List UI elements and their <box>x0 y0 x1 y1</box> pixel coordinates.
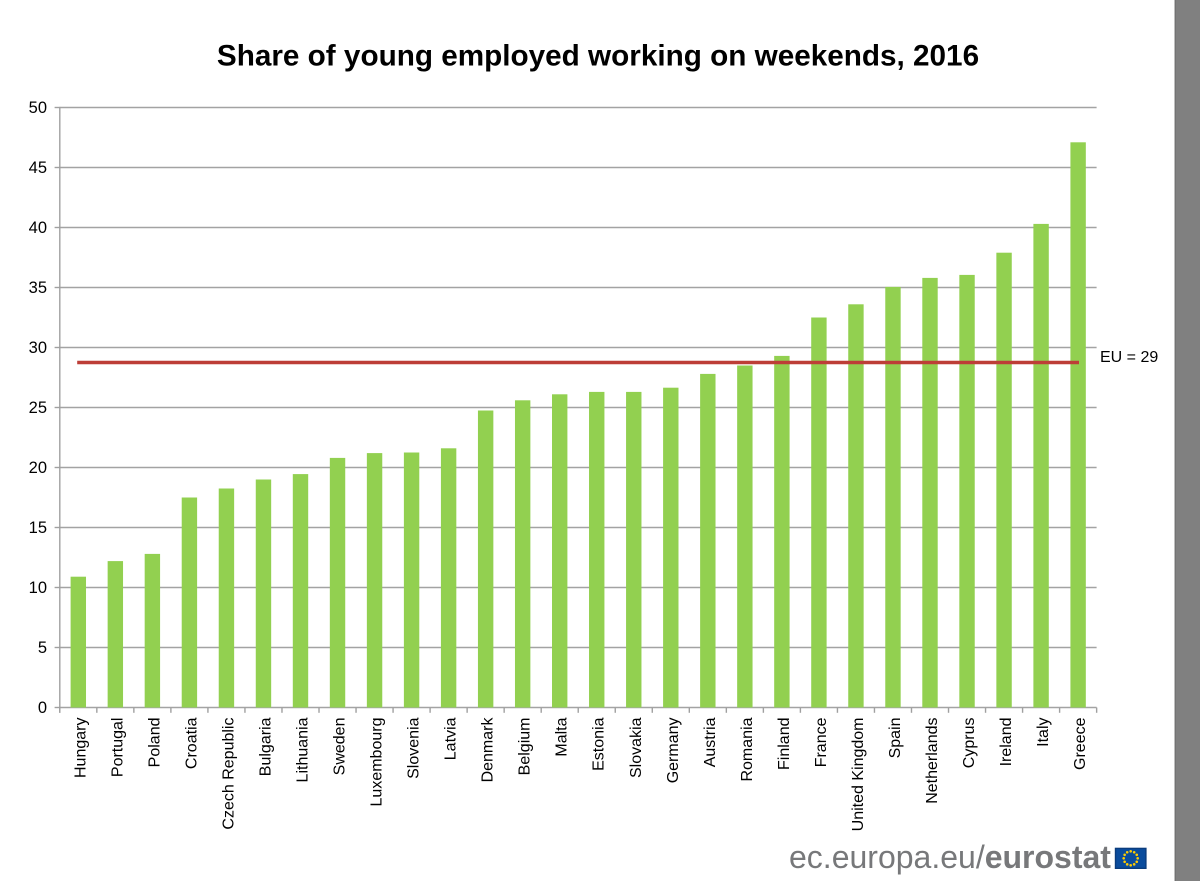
svg-text:Spain: Spain <box>887 718 904 759</box>
svg-text:Luxembourg: Luxembourg <box>369 718 386 807</box>
svg-text:Sweden: Sweden <box>332 718 349 776</box>
svg-text:Finland: Finland <box>776 718 793 770</box>
svg-text:United Kingdom: United Kingdom <box>850 718 867 832</box>
svg-text:Slovakia: Slovakia <box>628 717 645 778</box>
svg-text:Germany: Germany <box>665 718 682 784</box>
svg-text:Netherlands: Netherlands <box>924 718 941 804</box>
svg-text:Hungary: Hungary <box>72 718 89 778</box>
svg-text:40: 40 <box>29 219 47 237</box>
svg-text:10: 10 <box>29 579 47 597</box>
svg-text:15: 15 <box>29 519 47 537</box>
svg-text:Denmark: Denmark <box>480 717 497 783</box>
svg-text:Romania: Romania <box>739 717 756 781</box>
svg-text:Slovenia: Slovenia <box>406 717 423 778</box>
svg-text:0: 0 <box>38 699 47 717</box>
svg-text:Bulgaria: Bulgaria <box>257 717 274 776</box>
svg-text:France: France <box>813 717 830 767</box>
svg-text:Italy: Italy <box>1035 718 1052 747</box>
svg-text:EU = 29: EU = 29 <box>1100 349 1158 366</box>
svg-text:30: 30 <box>29 339 47 357</box>
svg-text:Lithuania: Lithuania <box>295 717 312 782</box>
svg-text:Malta: Malta <box>554 717 571 756</box>
svg-text:Greece: Greece <box>1072 717 1089 770</box>
svg-text:50: 50 <box>29 99 47 117</box>
svg-text:Estonia: Estonia <box>591 717 608 770</box>
svg-text:35: 35 <box>29 279 47 297</box>
svg-text:Belgium: Belgium <box>517 718 534 776</box>
svg-text:20: 20 <box>29 459 47 477</box>
svg-text:Latvia: Latvia <box>443 717 460 760</box>
svg-text:25: 25 <box>29 399 47 417</box>
svg-text:45: 45 <box>29 159 47 177</box>
svg-text:Austria: Austria <box>702 717 719 767</box>
svg-text:Portugal: Portugal <box>109 718 126 778</box>
svg-text:Czech Republic: Czech Republic <box>220 718 237 830</box>
svg-text:ec.europa.eu/eurostat: ec.europa.eu/eurostat <box>789 839 1111 875</box>
svg-text:Poland: Poland <box>146 718 163 768</box>
svg-text:Ireland: Ireland <box>998 718 1015 767</box>
svg-text:5: 5 <box>38 639 47 657</box>
svg-text:Share of young employed workin: Share of young employed working on weeke… <box>217 40 979 73</box>
svg-text:Cyprus: Cyprus <box>961 718 978 769</box>
svg-text:Croatia: Croatia <box>183 717 200 769</box>
